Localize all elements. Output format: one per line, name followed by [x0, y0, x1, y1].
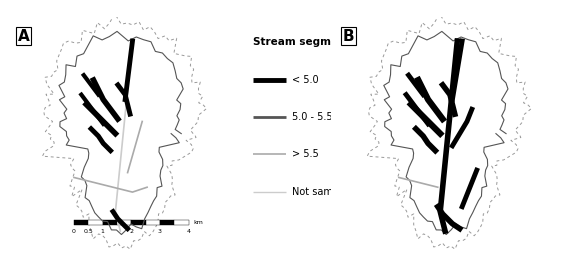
Bar — [146, 220, 160, 225]
Text: 1: 1 — [101, 229, 104, 234]
Text: 5.0 - 5.5: 5.0 - 5.5 — [292, 112, 332, 122]
Text: A: A — [18, 29, 30, 44]
Text: B: B — [343, 29, 354, 44]
Text: 3: 3 — [158, 229, 162, 234]
Text: km: km — [193, 220, 203, 225]
Text: < 5.0: < 5.0 — [292, 75, 318, 85]
Text: > 5.5: > 5.5 — [292, 150, 318, 160]
Bar — [174, 220, 188, 225]
Text: 4: 4 — [187, 229, 190, 234]
Text: 0: 0 — [72, 229, 76, 234]
Text: Stream segment pH: Stream segment pH — [253, 37, 371, 47]
Bar — [103, 220, 117, 225]
Bar — [88, 220, 103, 225]
Text: 0.5: 0.5 — [84, 229, 93, 234]
Text: Not sampled: Not sampled — [292, 187, 354, 197]
Bar — [131, 220, 146, 225]
Text: 2: 2 — [129, 229, 133, 234]
Bar — [117, 220, 131, 225]
Bar — [160, 220, 174, 225]
Bar — [74, 220, 88, 225]
